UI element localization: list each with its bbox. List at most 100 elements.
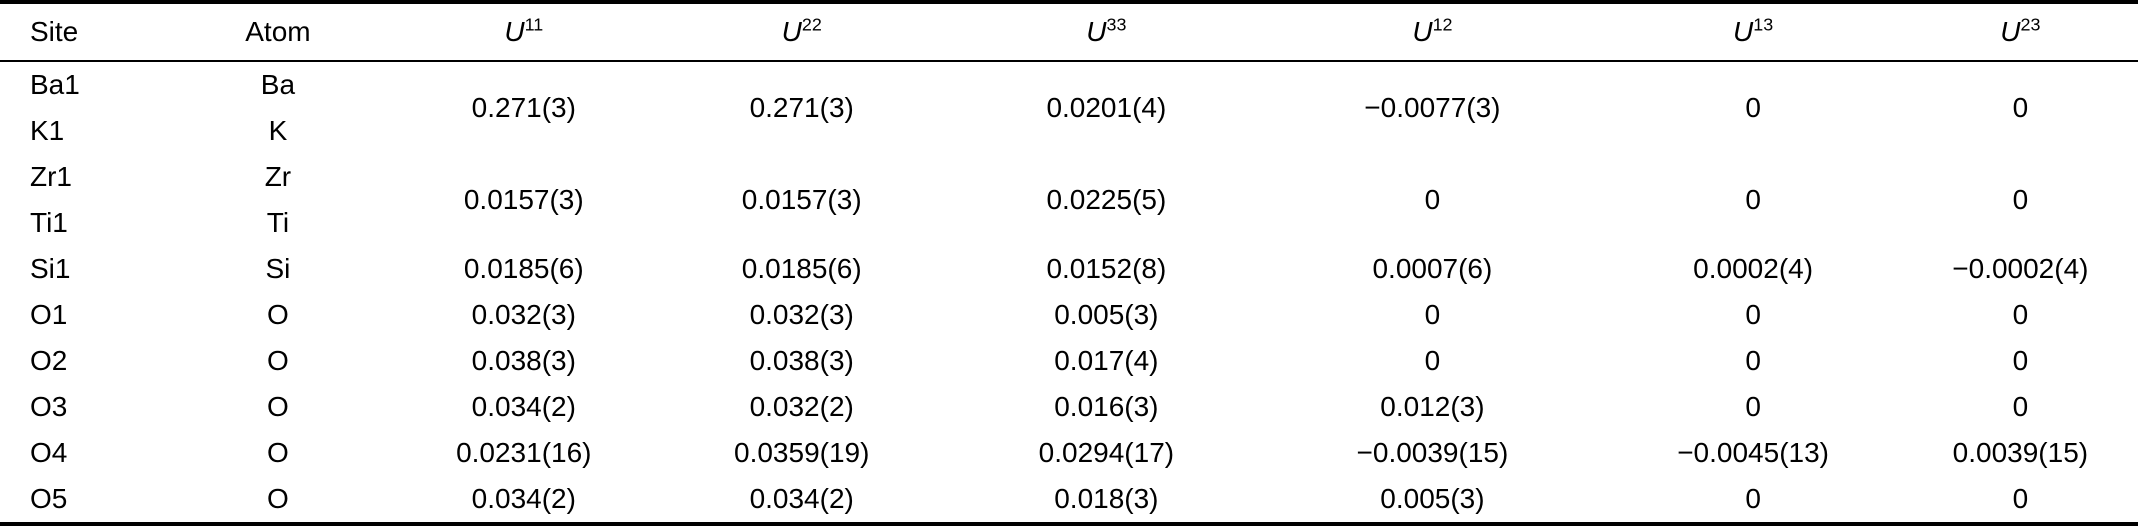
table-row-si1: Si1 Si 0.0185(6) 0.0185(6) 0.0152(8) 0.0… [0,246,2138,292]
atom-cell: Si [265,252,291,284]
u-symbol: U [2000,16,2021,47]
site-cell: Zr1 [30,160,72,192]
table-body: Ba1 Ba 0.271(3) 0.271(3) 0.0201(4) −0.00… [0,61,2138,524]
site-cell: O4 [30,436,68,468]
site-cell: O1 [30,298,68,330]
value-cell-u22: 0.0359(19) [734,436,870,468]
value-cell-u22: 0.032(2) [749,390,854,422]
table-row-o1: O1 O 0.032(3) 0.032(3) 0.005(3) 0 0 0 [0,292,2138,338]
u-symbol: U [1086,16,1107,47]
u-superscript: 12 [1432,14,1453,35]
atom-cell: O [267,390,289,422]
value-cell-u33: 0.018(3) [1054,482,1159,514]
u-superscript: 22 [801,14,822,35]
table-row-o2: O2 O 0.038(3) 0.038(3) 0.017(4) 0 0 0 [0,338,2138,384]
value-cell-u13: 0 [1745,91,1761,123]
value-cell-u11: 0.0231(16) [456,436,592,468]
u-symbol: U [504,16,525,47]
value-cell-u33: 0.0201(4) [1046,91,1167,123]
value-cell-u12: −0.0039(15) [1356,436,1509,468]
table-row-ba1: Ba1 Ba 0.271(3) 0.271(3) 0.0201(4) −0.00… [0,61,2138,123]
atom-cell: K [268,114,288,146]
u-superscript: 23 [2020,14,2041,35]
site-cell: Ba1 [30,69,80,100]
value-cell-u23: 0.0039(15) [1952,436,2089,468]
value-cell-u22: 0.034(2) [749,482,854,514]
value-cell-u12: 0.012(3) [1380,390,1485,422]
u-symbol: U [1733,16,1754,47]
column-header-site: Site [0,2,161,62]
atom-cell: Zr [264,160,292,192]
value-cell-u23: 0 [2012,298,2029,330]
table-row-o5: O5 O 0.034(2) 0.034(2) 0.018(3) 0.005(3)… [0,476,2138,524]
value-cell-u13: 0 [1745,344,1761,376]
value-cell-u12: 0.005(3) [1380,482,1485,514]
value-cell-u33: 0.0152(8) [1046,252,1167,284]
column-header-u33: U33 [951,2,1262,62]
u-symbol: U [781,16,802,47]
table-header: Site Atom U11 U22 U33 U12 U13 U23 [0,2,2138,62]
value-cell-u13: 0 [1745,183,1761,215]
value-cell-u22: 0.0157(3) [741,183,862,215]
value-cell-u23: 0 [2012,183,2029,215]
value-cell-u11: 0.038(3) [471,344,576,376]
value-cell-u13: 0.0002(4) [1693,252,1814,284]
atom-cell: O [267,482,289,514]
value-cell-u23: 0 [2012,390,2029,422]
u-symbol: U [1412,16,1433,47]
site-cell: O2 [30,344,68,376]
value-cell-u23: 0 [2012,91,2029,123]
site-cell: O5 [30,482,68,514]
column-header-label: Site [30,16,79,47]
value-cell-u22: 0.032(3) [749,298,854,330]
value-cell-u33: 0.0225(5) [1046,183,1167,215]
table-row-o4: O4 O 0.0231(16) 0.0359(19) 0.0294(17) −0… [0,430,2138,476]
column-header-u11: U11 [395,2,653,62]
value-cell-u23: 0 [2012,482,2029,514]
u-superscript: 13 [1753,14,1774,35]
column-header-u12: U12 [1261,2,1604,62]
value-cell-u33: 0.0294(17) [1038,436,1175,468]
value-cell-u22: 0.271(3) [749,91,854,123]
site-cell: K1 [30,114,65,146]
value-cell-u23: −0.0002(4) [1952,252,2089,284]
value-cell-u13: 0 [1745,390,1761,422]
site-cell: Si1 [30,252,71,284]
value-cell-u12: −0.0077(3) [1364,91,1501,123]
value-cell-u13: 0 [1745,298,1761,330]
value-cell-u11: 0.032(3) [471,298,576,330]
column-header-u23: U23 [1902,2,2138,62]
table-row-ti1: Ti1 Ti [0,200,2138,246]
column-header-u13: U13 [1603,2,1903,62]
header-row: Site Atom U11 U22 U33 U12 U13 U23 [0,2,2138,62]
value-cell-u33: 0.005(3) [1054,298,1159,330]
value-cell-u12: 0 [1424,183,1441,215]
atom-cell: Ti [266,206,290,238]
value-cell-u22: 0.038(3) [749,344,854,376]
table-row-o3: O3 O 0.034(2) 0.032(2) 0.016(3) 0.012(3)… [0,384,2138,430]
table-row-k1: K1 K [0,108,2138,154]
column-header-u22: U22 [652,2,952,62]
u-superscript: 11 [524,14,544,35]
value-cell-u22: 0.0185(6) [741,252,862,284]
table-row-zr1: Zr1 Zr 0.0157(3) 0.0157(3) 0.0225(5) 0 0… [0,154,2138,215]
value-cell-u23: 0 [2012,344,2029,376]
value-cell-u12: 0 [1424,298,1441,330]
value-cell-u13: −0.0045(13) [1677,436,1829,468]
site-cell: Ti1 [30,206,68,238]
value-cell-u12: 0 [1424,344,1441,376]
column-header-atom: Atom [160,2,396,62]
site-cell: O3 [30,390,68,422]
value-cell-u33: 0.017(4) [1054,344,1159,376]
column-header-label: Atom [245,16,311,47]
value-cell-u12: 0.0007(6) [1372,252,1493,284]
value-cell-u11: 0.0185(6) [463,252,584,284]
value-cell-u13: 0 [1745,482,1761,514]
atom-cell: O [267,344,289,376]
value-cell-u11: 0.0157(3) [463,183,584,215]
u-superscript: 33 [1106,14,1127,35]
value-cell-u11: 0.034(2) [471,390,576,422]
atom-cell: O [267,436,289,468]
